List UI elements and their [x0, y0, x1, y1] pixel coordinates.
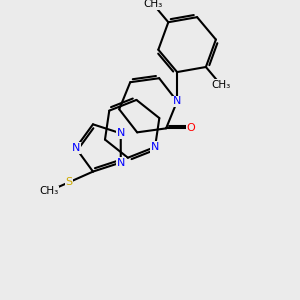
Text: N: N [72, 143, 80, 153]
Text: S: S [65, 177, 73, 187]
Text: N: N [117, 158, 125, 167]
Text: CH₃: CH₃ [144, 0, 163, 9]
Text: N: N [173, 96, 181, 106]
Text: CH₃: CH₃ [39, 186, 58, 196]
Text: CH₃: CH₃ [211, 80, 230, 90]
Text: O: O [187, 123, 195, 134]
Text: N: N [151, 142, 159, 152]
Text: N: N [117, 128, 125, 138]
